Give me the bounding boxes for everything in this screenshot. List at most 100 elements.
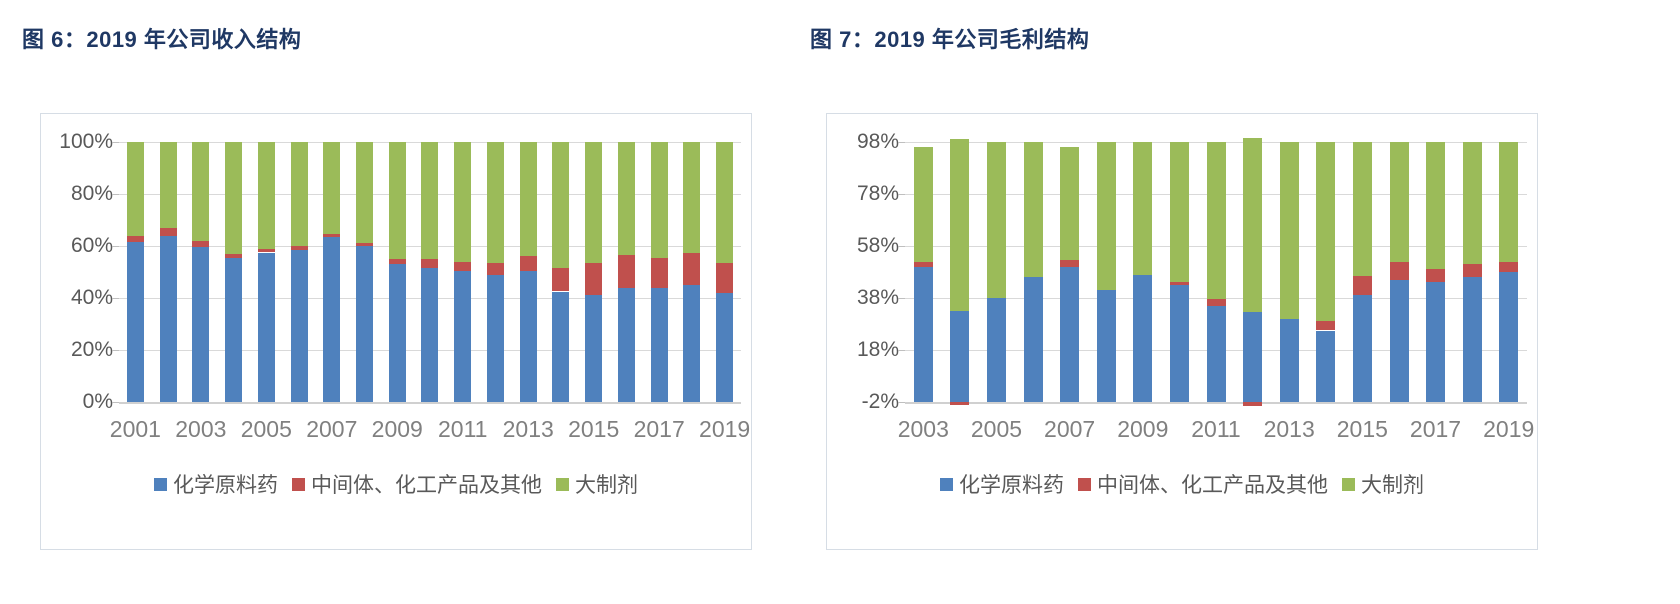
bar-segment[interactable] (192, 240, 210, 248)
bar-segment[interactable] (454, 261, 472, 271)
stacked-bar[interactable] (290, 142, 308, 402)
bar-segment[interactable] (290, 249, 308, 402)
bar-segment[interactable] (913, 147, 933, 262)
bar-segment[interactable] (323, 142, 341, 235)
bar-segment[interactable] (388, 142, 406, 259)
bar-column[interactable] (184, 142, 217, 402)
bar-segment[interactable] (192, 247, 210, 402)
stacked-bar[interactable] (421, 142, 439, 402)
stacked-bar[interactable] (1206, 142, 1226, 402)
bar-column[interactable] (643, 142, 676, 402)
bar-segment[interactable] (1243, 402, 1263, 406)
bar-column[interactable] (1271, 142, 1308, 402)
bar-segment[interactable] (519, 256, 537, 271)
stacked-bar[interactable] (323, 142, 341, 402)
bar-column[interactable] (283, 142, 316, 402)
bar-segment[interactable] (1316, 321, 1336, 331)
stacked-bar[interactable] (716, 142, 734, 402)
bar-column[interactable] (1381, 142, 1418, 402)
bar-segment[interactable] (1060, 147, 1080, 261)
bar-segment[interactable] (585, 295, 603, 402)
bar-segment[interactable] (585, 142, 603, 263)
bar-segment[interactable] (650, 287, 668, 402)
bar-segment[interactable] (126, 142, 144, 236)
stacked-bar[interactable] (950, 139, 970, 405)
bar-segment[interactable] (519, 270, 537, 402)
bar-column[interactable] (1234, 138, 1271, 406)
bar-column[interactable] (1125, 142, 1162, 402)
bar-column[interactable] (414, 142, 447, 402)
stacked-bar[interactable] (192, 142, 210, 402)
bar-column[interactable] (675, 142, 708, 402)
legend-item[interactable]: 化学原料药 (940, 469, 1064, 499)
bar-segment[interactable] (1169, 285, 1189, 402)
bar-column[interactable] (708, 142, 741, 402)
stacked-bar[interactable] (683, 142, 701, 402)
bar-segment[interactable] (617, 142, 635, 256)
bar-segment[interactable] (290, 142, 308, 246)
bar-segment[interactable] (1462, 277, 1482, 402)
bar-segment[interactable] (617, 255, 635, 288)
bar-segment[interactable] (225, 142, 243, 254)
stacked-bar[interactable] (1023, 142, 1043, 402)
bar-segment[interactable] (1023, 277, 1043, 402)
bar-segment[interactable] (355, 246, 373, 402)
bar-segment[interactable] (454, 270, 472, 402)
stacked-bar[interactable] (225, 142, 243, 402)
bar-segment[interactable] (1243, 138, 1263, 313)
bar-segment[interactable] (950, 311, 970, 402)
bar-segment[interactable] (1096, 142, 1116, 291)
bar-segment[interactable] (257, 142, 275, 249)
stacked-bar[interactable] (1169, 142, 1189, 402)
bar-segment[interactable] (159, 142, 177, 228)
bar-segment[interactable] (1462, 142, 1482, 265)
stacked-bar[interactable] (126, 142, 144, 402)
bar-segment[interactable] (1389, 261, 1409, 280)
legend-item[interactable]: 中间体、化工产品及其他 (292, 469, 542, 499)
stacked-bar[interactable] (650, 142, 668, 402)
bar-segment[interactable] (986, 298, 1006, 402)
stacked-bar[interactable] (1316, 142, 1336, 402)
legend-item[interactable]: 中间体、化工产品及其他 (1078, 469, 1328, 499)
bar-column[interactable] (1454, 142, 1491, 402)
bar-segment[interactable] (1279, 318, 1299, 402)
bar-segment[interactable] (323, 236, 341, 402)
stacked-bar[interactable] (1096, 142, 1116, 402)
stacked-bar[interactable] (159, 142, 177, 402)
bar-segment[interactable] (1426, 269, 1446, 283)
bar-segment[interactable] (388, 259, 406, 265)
bar-segment[interactable] (1206, 142, 1226, 300)
stacked-bar[interactable] (454, 142, 472, 402)
bar-segment[interactable] (159, 227, 177, 236)
legend-item[interactable]: 化学原料药 (154, 469, 278, 499)
bar-column[interactable] (978, 142, 1015, 402)
stacked-bar[interactable] (1279, 142, 1299, 402)
bar-column[interactable] (348, 142, 381, 402)
bar-column[interactable] (381, 142, 414, 402)
bar-column[interactable] (512, 142, 545, 402)
bar-segment[interactable] (1243, 312, 1263, 402)
legend-item[interactable]: 大制剂 (1342, 469, 1424, 499)
bar-segment[interactable] (159, 235, 177, 402)
stacked-bar[interactable] (1462, 142, 1482, 402)
bar-segment[interactable] (421, 268, 439, 402)
bar-column[interactable] (479, 142, 512, 402)
bar-segment[interactable] (1499, 261, 1519, 272)
bar-segment[interactable] (950, 139, 970, 311)
bar-column[interactable] (217, 142, 250, 402)
bar-segment[interactable] (1133, 142, 1153, 275)
bar-segment[interactable] (1389, 142, 1409, 262)
bar-column[interactable] (942, 139, 979, 405)
bar-segment[interactable] (1316, 142, 1336, 322)
stacked-bar[interactable] (913, 142, 933, 402)
bar-segment[interactable] (683, 285, 701, 402)
bar-segment[interactable] (257, 248, 275, 253)
bar-segment[interactable] (913, 266, 933, 402)
bar-column[interactable] (1491, 142, 1528, 402)
bar-segment[interactable] (421, 259, 439, 269)
bar-segment[interactable] (1352, 295, 1372, 402)
bar-segment[interactable] (1462, 264, 1482, 278)
stacked-bar[interactable] (585, 142, 603, 402)
bar-segment[interactable] (1499, 272, 1519, 402)
bar-segment[interactable] (716, 142, 734, 263)
